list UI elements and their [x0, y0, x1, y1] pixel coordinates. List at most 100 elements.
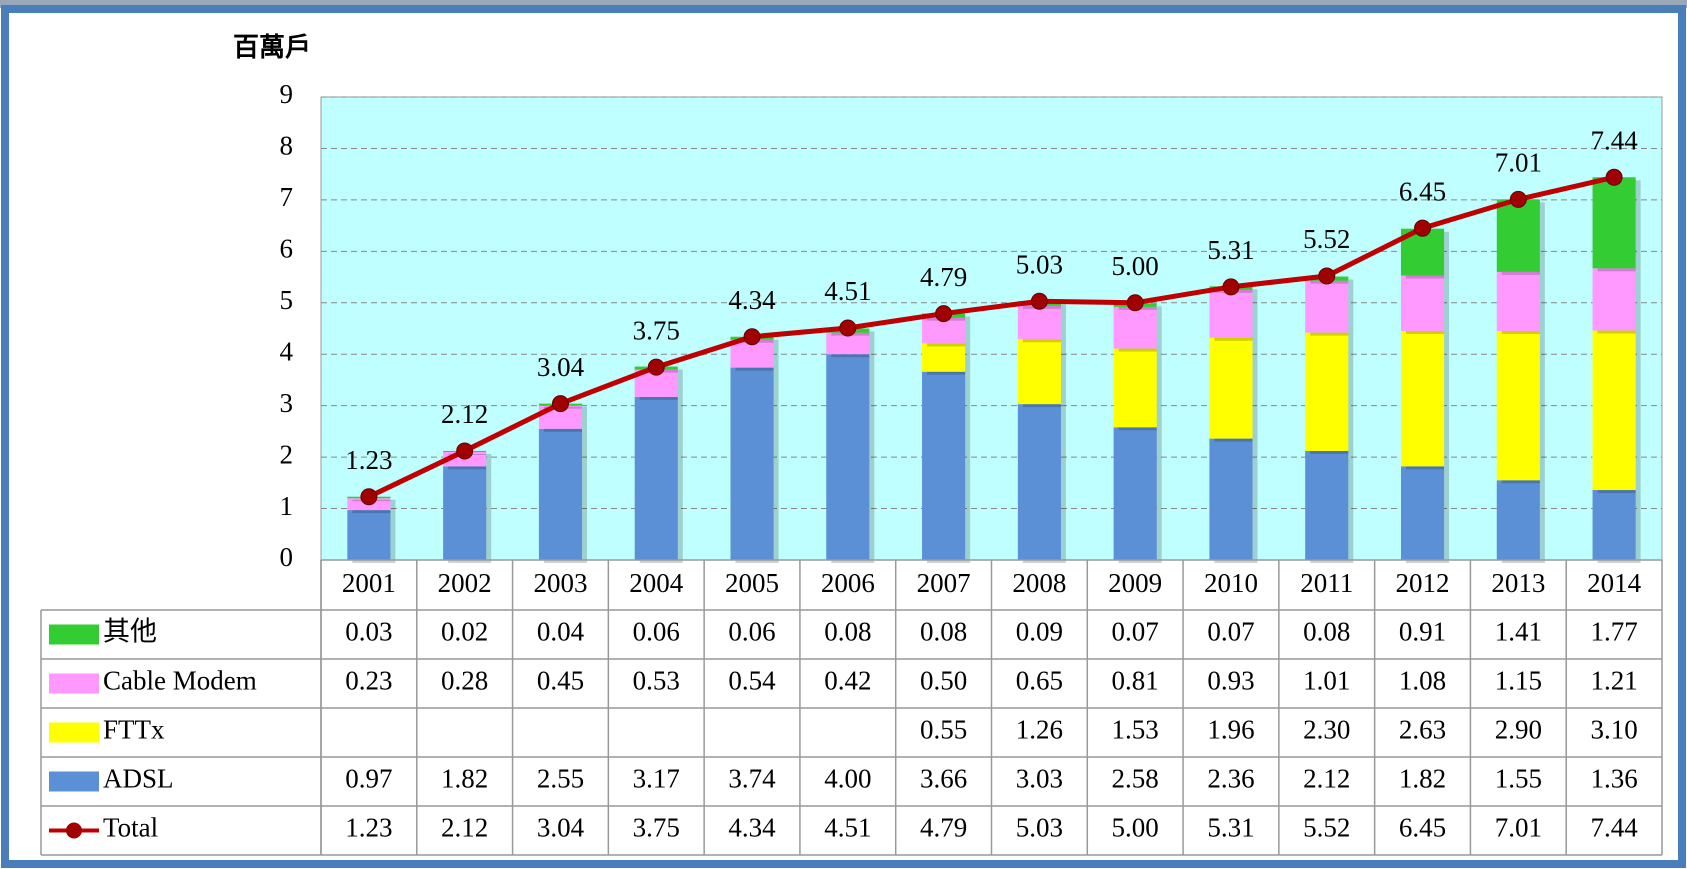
table-cell: 1.41 [1495, 617, 1542, 647]
bar [826, 332, 870, 355]
data-label: 7.44 [1590, 125, 1638, 155]
table-cell: 3.17 [633, 764, 680, 794]
x-tick-label: 2008 [1012, 568, 1066, 598]
table-cell: 4.51 [824, 813, 871, 843]
table-cell: 0.93 [1207, 666, 1254, 696]
data-label: 3.75 [633, 315, 680, 345]
bar [1305, 332, 1349, 451]
bar [1113, 348, 1157, 428]
data-label: 1.23 [345, 445, 392, 475]
table-cell: 0.50 [920, 666, 967, 696]
bar [730, 367, 774, 560]
bar [1113, 427, 1157, 560]
bar [1496, 480, 1540, 560]
table-cell: 2.90 [1495, 715, 1542, 745]
table-cell: 2.55 [537, 764, 584, 794]
table-cell: 0.08 [824, 617, 871, 647]
table-cell: 0.07 [1112, 617, 1159, 647]
table-cell: 5.03 [1016, 813, 1063, 843]
bar [922, 343, 966, 372]
table-cell: 0.06 [633, 617, 680, 647]
table-cell: 1.26 [1016, 715, 1063, 745]
data-label: 6.45 [1399, 176, 1446, 206]
table-cell: 0.97 [345, 764, 392, 794]
bar [826, 354, 870, 560]
data-label: 4.34 [728, 285, 776, 315]
line-marker [1222, 278, 1240, 296]
line-marker [551, 395, 569, 413]
table-cell: 5.31 [1207, 813, 1254, 843]
table-cell: 0.81 [1112, 666, 1159, 696]
table-cell: 1.82 [1399, 764, 1446, 794]
table-cell: 4.34 [728, 813, 776, 843]
table-cell: 0.04 [537, 617, 585, 647]
bar [443, 466, 487, 560]
table-cell: 0.65 [1016, 666, 1063, 696]
legend-label: Total [103, 813, 158, 843]
table-cell: 7.44 [1590, 813, 1638, 843]
line-marker [1030, 292, 1048, 310]
table-cell: 0.02 [441, 617, 488, 647]
bar [634, 396, 678, 560]
data-label: 5.03 [1016, 249, 1063, 279]
table-cell: 4.79 [920, 813, 967, 843]
legend-swatch [49, 624, 99, 645]
data-label: 3.04 [537, 352, 585, 382]
y-tick-label: 6 [280, 234, 294, 264]
bar [1592, 490, 1636, 560]
top-strip [0, 0, 1687, 8]
table-cell: 2.63 [1399, 715, 1446, 745]
y-tick-label: 1 [280, 491, 294, 521]
bar [1017, 339, 1061, 405]
table-cell: 2.58 [1112, 764, 1159, 794]
bar [1209, 337, 1253, 439]
table-cell: 0.91 [1399, 617, 1446, 647]
table-cell: 0.53 [633, 666, 680, 696]
table-cell: 0.55 [920, 715, 967, 745]
bar [1209, 438, 1253, 560]
table-cell: 1.96 [1207, 715, 1254, 745]
data-label: 2.12 [441, 399, 488, 429]
x-tick-label: 2001 [342, 568, 396, 598]
table-cell: 0.23 [345, 666, 392, 696]
table-cell: 1.82 [441, 764, 488, 794]
x-tick-label: 2002 [438, 568, 492, 598]
y-tick-label: 3 [280, 388, 294, 418]
x-tick-label: 2007 [917, 568, 971, 598]
table-cell: 2.36 [1207, 764, 1254, 794]
table-cell: 1.15 [1495, 666, 1542, 696]
line-marker [1509, 190, 1527, 208]
line-marker [839, 319, 857, 337]
legend-label: FTTx [103, 715, 165, 745]
table-cell: 0.08 [1303, 617, 1350, 647]
x-tick-label: 2011 [1300, 568, 1353, 598]
table-cell: 5.52 [1303, 813, 1350, 843]
table-cell: 2.12 [441, 813, 488, 843]
table-cell: 0.45 [537, 666, 584, 696]
bar [922, 371, 966, 560]
table-cell: 1.55 [1495, 764, 1542, 794]
bar [1496, 271, 1540, 332]
data-label: 4.79 [920, 262, 967, 292]
table-cell: 3.10 [1590, 715, 1637, 745]
table-cell: 3.03 [1016, 764, 1063, 794]
table-cell: 3.75 [633, 813, 680, 843]
table-cell: 0.28 [441, 666, 488, 696]
table-cell: 0.03 [345, 617, 392, 647]
table-cell: 1.36 [1590, 764, 1637, 794]
y-tick-label: 8 [280, 131, 294, 161]
line-marker [647, 358, 665, 376]
x-tick-label: 2012 [1396, 568, 1450, 598]
line-marker [456, 442, 474, 460]
table-cell: 0.42 [824, 666, 871, 696]
legend-swatch [49, 673, 99, 694]
legend-swatch [49, 771, 99, 792]
table-cell: 4.00 [824, 764, 871, 794]
table-cell: 0.06 [728, 617, 775, 647]
x-tick-label: 2006 [821, 568, 875, 598]
table-cell: 5.00 [1112, 813, 1159, 843]
table-cell: 0.09 [1016, 617, 1063, 647]
table-cell: 1.01 [1303, 666, 1350, 696]
y-tick-label: 4 [280, 336, 294, 366]
bar [1113, 306, 1157, 349]
